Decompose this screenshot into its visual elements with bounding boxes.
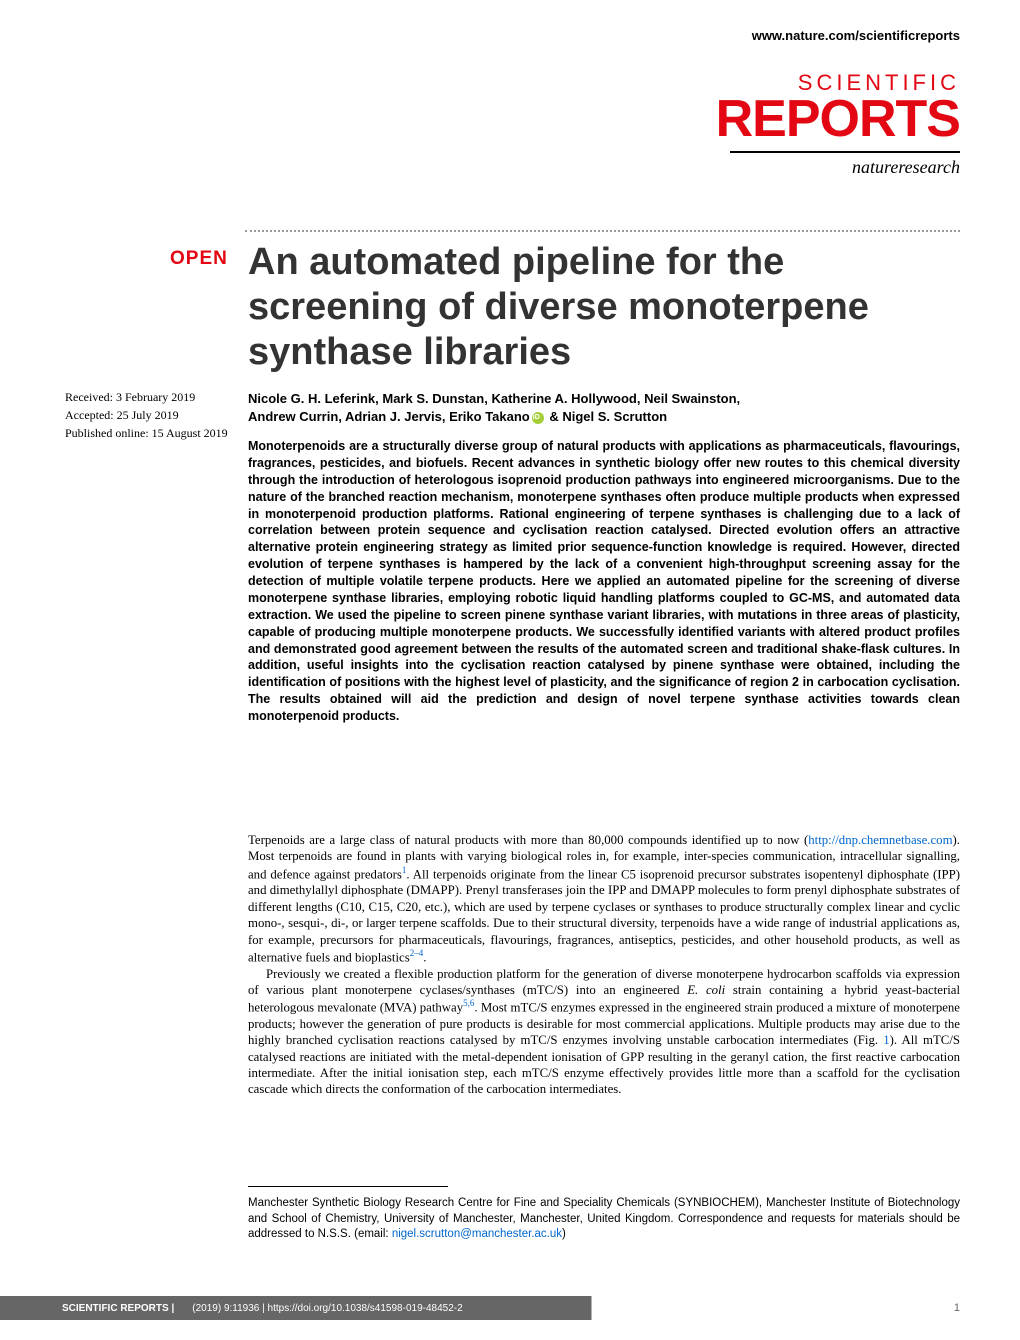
footer-bar: SCIENTIFIC REPORTS | (2019) 9:11936 | ht…	[0, 1296, 1020, 1320]
orcid-icon	[532, 412, 544, 424]
footer-page-number: 1	[954, 1302, 960, 1314]
accepted-date: Accepted: 25 July 2019	[65, 406, 235, 424]
affiliation-divider	[248, 1186, 448, 1187]
logo-divider	[730, 151, 960, 153]
journal-name-line2: REPORTS	[716, 96, 960, 143]
header-url: www.nature.com/scientificreports	[752, 28, 960, 43]
abstract: Monoterpenoids are a structurally divers…	[248, 438, 960, 725]
ref-2-4[interactable]: 2–4	[410, 948, 424, 958]
affiliation: Manchester Synthetic Biology Research Ce…	[248, 1196, 960, 1243]
publisher-name: natureresearch	[716, 157, 960, 178]
species-italic: E. coli	[687, 983, 725, 997]
authors-line2b: & Nigel S. Scrutton	[546, 409, 667, 424]
authors-line2a: Andrew Currin, Adrian J. Jervis, Eriko T…	[248, 409, 530, 424]
authors-line1: Nicole G. H. Leferink, Mark S. Dunstan, …	[248, 391, 740, 406]
correspondence-email[interactable]: nigel.scrutton@manchester.ac.uk	[392, 1228, 562, 1240]
received-date: Received: 3 February 2019	[65, 388, 235, 406]
journal-logo: SCIENTIFIC REPORTS natureresearch	[716, 70, 960, 178]
ref-5-6[interactable]: 5,6	[463, 998, 474, 1008]
footer-journal: SCIENTIFIC REPORTS |	[0, 1303, 174, 1314]
body-p1-text-a: Terpenoids are a large class of natural …	[248, 833, 808, 847]
article-title: An automated pipeline for the screening …	[248, 240, 960, 374]
published-date: Published online: 15 August 2019	[65, 424, 235, 442]
author-list: Nicole G. H. Leferink, Mark S. Dunstan, …	[248, 390, 960, 426]
body-p1-text-c: . All terpenoids originate from the line…	[248, 867, 960, 964]
body-text: Terpenoids are a large class of natural …	[248, 832, 960, 1098]
body-paragraph-2: Previously we created a flexible product…	[248, 966, 960, 1098]
body-paragraph-1: Terpenoids are a large class of natural …	[248, 832, 960, 966]
open-access-badge: OPEN	[170, 248, 228, 270]
affiliation-text: Manchester Synthetic Biology Research Ce…	[248, 1197, 960, 1240]
affiliation-closing: )	[562, 1228, 566, 1240]
body-p1-text-d: .	[423, 950, 426, 964]
header-dotted-line	[245, 230, 960, 232]
footer-citation: (2019) 9:11936 | https://doi.org/10.1038…	[174, 1303, 462, 1314]
dnp-link[interactable]: http://dnp.chemnetbase.com	[808, 833, 952, 847]
publication-dates: Received: 3 February 2019 Accepted: 25 J…	[65, 388, 235, 442]
